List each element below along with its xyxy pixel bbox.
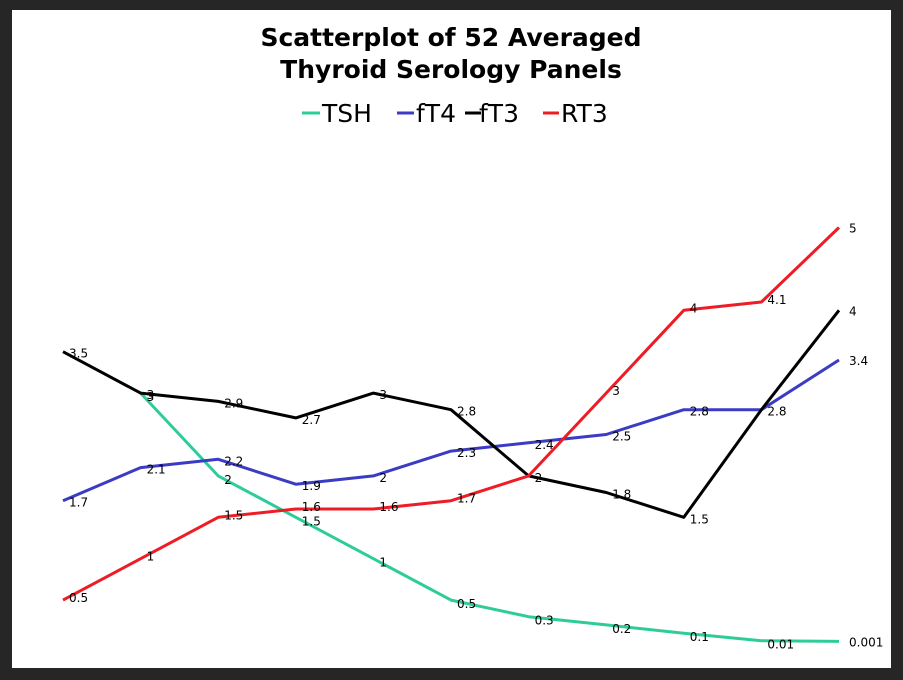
data-label-rt3: 5 [849, 222, 857, 236]
legend-label-ft4: fT4 [416, 99, 456, 128]
data-label-ft4: 1.7 [69, 496, 88, 510]
data-label-ft3: 2 [535, 471, 543, 485]
chart-panel: Scatterplot of 52 Averaged Thyroid Serol… [12, 10, 891, 668]
data-label-rt3: 1.5 [224, 508, 243, 522]
data-label-rt3: 1.7 [457, 492, 476, 506]
data-label-ft4: 2.8 [690, 405, 709, 419]
chart-title: Scatterplot of 52 Averaged [260, 23, 641, 52]
series-line-ft3 [62, 309, 841, 519]
data-label-ft4: 2.4 [535, 438, 554, 452]
data-label-ft4: 2.8 [767, 405, 786, 419]
data-label-tsh: 0.3 [535, 614, 554, 628]
data-label-ft4: 2.1 [147, 463, 166, 477]
data-label-ft4: 2 [379, 471, 387, 485]
data-label-ft4: 3.4 [849, 354, 868, 368]
legend-label-ft3: fT3 [479, 99, 519, 128]
data-label-rt3: 3 [612, 384, 620, 398]
data-label-ft3: 1.5 [690, 512, 709, 526]
data-label-ft3: 3.5 [69, 347, 88, 361]
data-labels: 3 2 1.5 1 0.5 0.3 0.2 0.1 0.01 0.001 1.7 2.1 2.2 1.9 2… [69, 222, 883, 652]
data-label-rt3: 1.6 [379, 500, 398, 514]
data-label-rt3: 4.1 [767, 293, 786, 307]
data-label-tsh: 0.1 [690, 630, 709, 644]
series-line-rt3 [62, 226, 841, 602]
data-label-tsh: 0.2 [612, 622, 631, 636]
series-lines [62, 226, 841, 643]
legend-label-tsh: TSH [321, 99, 372, 128]
legend: TSH fT4 fT3 RT3 [302, 99, 608, 128]
data-label-tsh: 1.5 [302, 514, 321, 528]
data-label-tsh: 0.001 [849, 635, 883, 649]
data-label-tsh: 2 [224, 473, 232, 487]
data-label-ft3: 3 [147, 388, 155, 402]
data-label-ft3: 1.8 [612, 487, 631, 501]
data-label-tsh: 1 [379, 556, 387, 570]
data-label-ft3: 4 [849, 304, 857, 318]
data-label-ft3: 3 [379, 388, 387, 402]
legend-label-rt3: RT3 [561, 99, 608, 128]
line-chart: Scatterplot of 52 Averaged Thyroid Serol… [62, 23, 883, 652]
data-label-rt3: 0.5 [69, 591, 88, 605]
series-line-ft4 [62, 358, 840, 503]
data-label-ft3: 2.9 [224, 396, 243, 410]
data-label-tsh: 0.5 [457, 597, 476, 611]
data-label-ft3: 2.8 [457, 405, 476, 419]
data-label-rt3: 1 [147, 550, 155, 564]
data-label-ft3: 2.7 [302, 413, 321, 427]
data-label-ft4: 1.9 [302, 479, 321, 493]
data-label-rt3: 4 [690, 301, 698, 315]
series-line-tsh [139, 392, 840, 643]
chart-subtitle: Thyroid Serology Panels [280, 55, 622, 84]
data-label-tsh: 3 [147, 390, 155, 404]
data-label-ft4: 2.3 [457, 446, 476, 460]
data-label-ft4: 2.5 [612, 430, 631, 444]
data-label-rt3: 1.6 [302, 500, 321, 514]
data-label-tsh: 0.01 [767, 638, 794, 652]
data-label-ft4: 2.2 [224, 454, 243, 468]
